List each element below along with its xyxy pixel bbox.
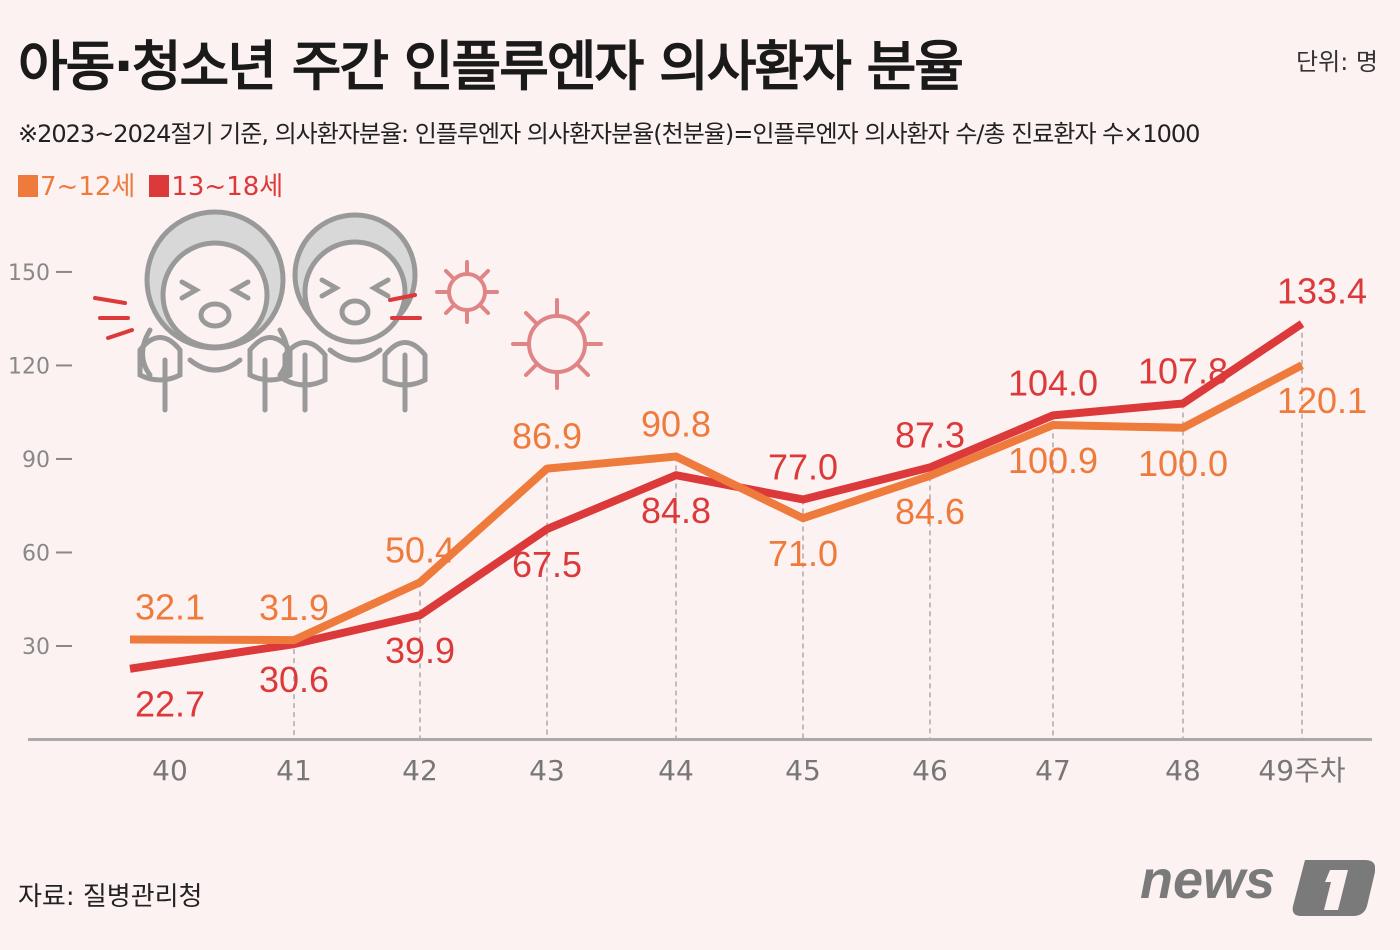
x-tick-label: 42 — [402, 754, 438, 787]
y-tick-label: 60 — [22, 541, 50, 566]
source-label: 자료: 질병관리청 — [18, 882, 203, 912]
legend-swatch — [149, 175, 170, 197]
data-label: 133.4 — [1277, 271, 1367, 312]
girl-coughing-icon — [137, 209, 293, 413]
news1-logo: news — [1140, 850, 1375, 916]
x-tick-label: 49주차 — [1258, 754, 1345, 787]
data-label: 120.1 — [1277, 380, 1367, 421]
unit-label: 단위: 명 — [1296, 48, 1378, 76]
sick-children-illustration — [93, 209, 603, 413]
data-label: 84.6 — [895, 491, 965, 532]
x-tick-label: 43 — [529, 754, 565, 787]
y-tick-label: 90 — [22, 448, 50, 473]
data-label: 77.0 — [768, 446, 838, 487]
data-label: 50.4 — [385, 529, 455, 570]
cough-lines-icon — [93, 293, 422, 340]
x-tick-label: 41 — [276, 754, 312, 787]
data-label: 87.3 — [895, 414, 965, 455]
data-label: 32.1 — [135, 586, 205, 627]
svg-text:news: news — [1140, 850, 1275, 910]
legend-item-7-12: 7~12세 — [18, 166, 135, 203]
page-title: 아동·청소년 주간 인플루엔자 의사환자 분율 — [18, 35, 964, 98]
x-tick-label: 40 — [152, 754, 188, 787]
data-label: 107.8 — [1138, 350, 1228, 391]
legend-label: 7~12세 — [40, 172, 136, 202]
footnote: ※2023~2024절기 기준, 의사환자분율: 인플루엔자 의사환자분율(천분… — [18, 120, 1200, 148]
data-label: 67.5 — [512, 544, 582, 585]
data-label: 31.9 — [259, 587, 329, 628]
virus-icon — [435, 260, 603, 390]
x-tick-label: 48 — [1165, 754, 1201, 787]
legend-swatch — [18, 175, 38, 197]
data-label: 22.7 — [135, 684, 205, 725]
data-label: 84.8 — [641, 490, 711, 531]
boy-coughing-icon — [282, 212, 428, 413]
x-tick-label: 44 — [658, 754, 694, 787]
legend-item-13-18: 13~18세 — [149, 166, 283, 203]
y-tick-label: 150 — [8, 261, 50, 286]
legend-label: 13~18세 — [171, 172, 284, 202]
data-label: 39.9 — [385, 630, 455, 671]
data-label: 71.0 — [768, 533, 838, 574]
x-tick-label: 46 — [912, 754, 948, 787]
data-label: 30.6 — [259, 659, 329, 700]
data-label: 100.9 — [1008, 440, 1098, 481]
y-tick-label: 120 — [8, 354, 50, 379]
data-label: 90.8 — [641, 403, 711, 444]
data-label: 104.0 — [1008, 362, 1098, 403]
x-tick-label: 45 — [785, 754, 821, 787]
x-tick-label: 47 — [1035, 754, 1071, 787]
y-tick-label: 30 — [22, 635, 50, 660]
series-line-7-12 — [129, 361, 1304, 645]
data-label: 100.0 — [1138, 443, 1228, 484]
legend: 7~12세 13~18세 — [18, 166, 283, 203]
data-label: 86.9 — [512, 416, 582, 457]
